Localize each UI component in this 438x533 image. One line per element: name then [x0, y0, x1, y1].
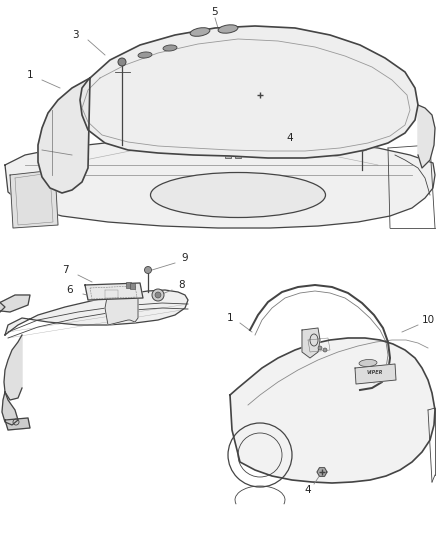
Ellipse shape	[138, 52, 152, 58]
Text: 9: 9	[182, 253, 188, 263]
Polygon shape	[10, 170, 58, 228]
Polygon shape	[4, 335, 22, 400]
Polygon shape	[317, 467, 327, 477]
Text: 4: 4	[287, 133, 293, 143]
Ellipse shape	[356, 145, 368, 151]
Polygon shape	[5, 290, 188, 335]
Polygon shape	[302, 328, 320, 358]
Polygon shape	[230, 338, 435, 483]
Circle shape	[118, 58, 126, 66]
Polygon shape	[105, 288, 138, 325]
Text: 3: 3	[72, 30, 78, 40]
Polygon shape	[0, 295, 30, 312]
Bar	[235, 138, 241, 158]
Text: 1: 1	[227, 313, 233, 323]
Polygon shape	[2, 392, 18, 425]
Polygon shape	[418, 105, 435, 168]
Circle shape	[323, 348, 327, 352]
Text: 10: 10	[421, 315, 434, 325]
Text: 6: 6	[67, 285, 73, 295]
Polygon shape	[5, 418, 30, 430]
Circle shape	[145, 266, 152, 273]
Text: 5: 5	[212, 7, 218, 17]
Text: 4: 4	[305, 485, 311, 495]
Text: 7: 7	[62, 265, 68, 275]
Polygon shape	[5, 138, 435, 228]
Ellipse shape	[163, 45, 177, 51]
Bar	[130, 283, 135, 289]
Ellipse shape	[190, 28, 210, 36]
Bar	[225, 138, 231, 158]
Ellipse shape	[228, 136, 242, 143]
Polygon shape	[80, 26, 418, 158]
Bar	[126, 282, 131, 288]
Circle shape	[152, 289, 164, 301]
Polygon shape	[0, 298, 5, 315]
Circle shape	[155, 292, 161, 298]
Text: 8: 8	[179, 280, 185, 290]
Polygon shape	[355, 364, 396, 384]
Text: VIPER: VIPER	[367, 370, 383, 376]
Circle shape	[318, 346, 322, 350]
Ellipse shape	[218, 25, 238, 33]
Polygon shape	[38, 78, 90, 193]
Ellipse shape	[359, 359, 377, 367]
Polygon shape	[85, 283, 143, 300]
Text: 1: 1	[27, 70, 33, 80]
Ellipse shape	[151, 173, 325, 217]
